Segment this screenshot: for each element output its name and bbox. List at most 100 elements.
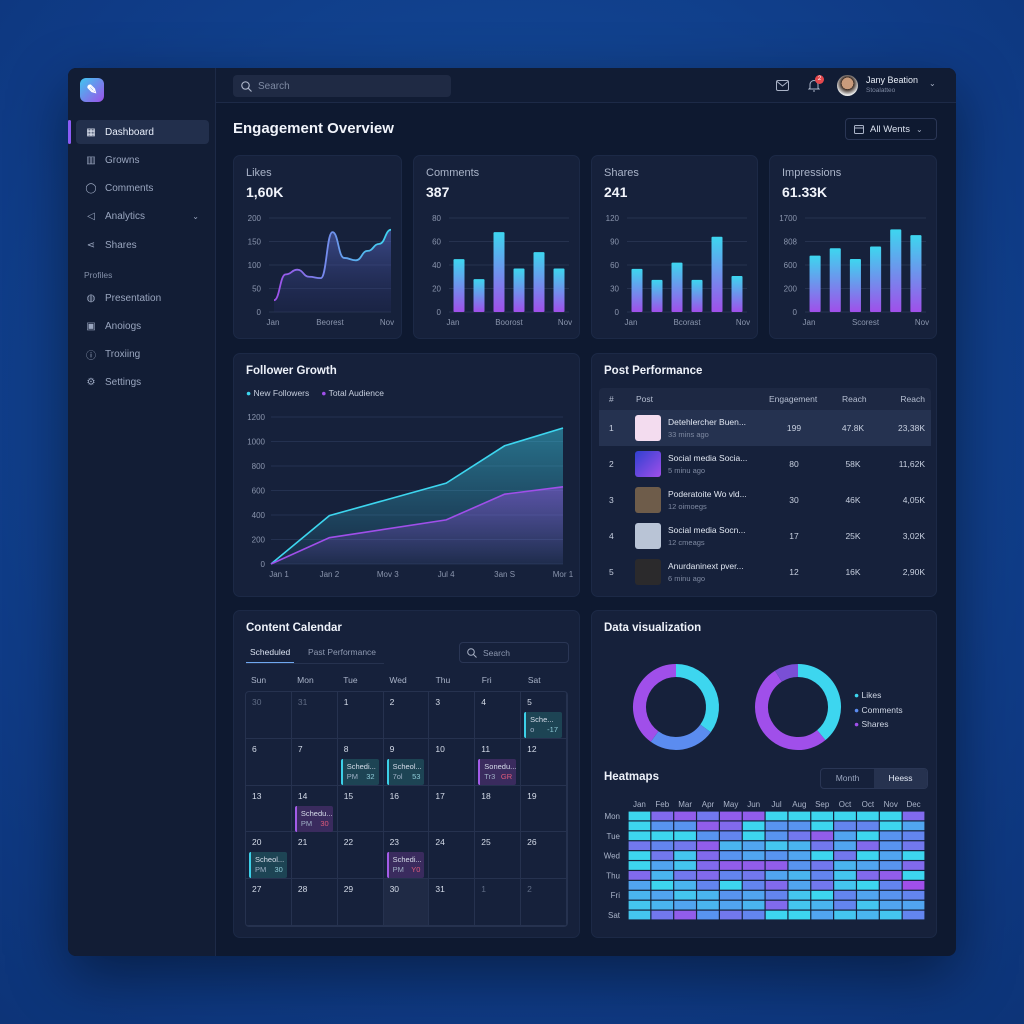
heatmap-cell[interactable] (742, 900, 765, 910)
calendar-day[interactable]: 19 (521, 785, 567, 833)
heatmap-cell[interactable] (628, 821, 651, 831)
heatmap-cell[interactable] (788, 890, 811, 900)
heatmap-cell[interactable] (765, 831, 788, 841)
heatmap-cell[interactable] (788, 831, 811, 841)
heatmap-cell[interactable] (674, 890, 696, 900)
heatmap-cell[interactable] (651, 861, 674, 870)
heatmap-cell[interactable] (674, 811, 696, 821)
bar[interactable] (553, 268, 565, 312)
heatmap-cell[interactable] (674, 900, 696, 910)
calendar-day[interactable]: 15 (337, 785, 384, 833)
heatmap-cell[interactable] (651, 910, 674, 920)
heatmap-cell[interactable] (742, 910, 765, 920)
heatmap-cell[interactable] (674, 831, 696, 841)
bar[interactable] (453, 259, 465, 312)
col-engagement[interactable]: Engagement (769, 394, 818, 404)
post-title[interactable]: Anurdaninext pver... (668, 561, 744, 571)
heatmap-cell[interactable] (902, 861, 925, 870)
heatmap-cell[interactable] (628, 861, 651, 870)
heatmap-cell[interactable] (674, 910, 696, 920)
calendar-day[interactable]: 3 (429, 692, 476, 739)
heatmap-cell[interactable] (834, 851, 856, 860)
heatmap-cell[interactable] (697, 831, 719, 841)
calendar-day[interactable]: 7 (291, 738, 338, 786)
heatmap-cell[interactable] (628, 871, 651, 880)
heatmap-cell[interactable] (719, 821, 742, 831)
heatmap-cell[interactable] (674, 871, 696, 880)
toggle-heess[interactable]: Heess (874, 769, 927, 788)
heatmap-cell[interactable] (765, 861, 788, 870)
heatmap-cell[interactable] (788, 900, 811, 910)
heatmap-cell[interactable] (742, 841, 765, 851)
heatmap-cell[interactable] (834, 861, 856, 870)
calendar-day[interactable]: 14 Schedu... PM 30 (291, 785, 338, 833)
heatmap-cell[interactable] (719, 861, 742, 870)
heatmap-cell[interactable] (697, 880, 719, 890)
heatmap-cell[interactable] (674, 841, 696, 851)
heatmap-cell[interactable] (902, 890, 925, 900)
heatmap-cell[interactable] (651, 871, 674, 880)
scheduled-post[interactable]: Scheol... PM 30 (249, 852, 287, 879)
heatmap-cell[interactable] (628, 831, 651, 841)
bar[interactable] (731, 275, 743, 312)
bar[interactable] (533, 252, 545, 312)
sidebar-item-presentation[interactable]: ◍ Presentation (76, 286, 209, 310)
heatmap-cell[interactable] (697, 841, 719, 851)
heatmap-cell[interactable] (765, 910, 788, 920)
calendar-day[interactable]: 13 (246, 785, 292, 833)
bar[interactable] (631, 268, 643, 312)
heatmap-cell[interactable] (719, 871, 742, 880)
heatmap-cell[interactable] (765, 871, 788, 880)
calendar-day[interactable]: 30 (383, 879, 430, 926)
heatmap-cell[interactable] (857, 900, 879, 910)
heatmap-cell[interactable] (719, 900, 742, 910)
calendar-day[interactable]: 22 (337, 832, 384, 880)
heatmap-cell[interactable] (628, 811, 651, 821)
heatmap-cell[interactable] (811, 910, 834, 920)
calendar-day[interactable]: 17 (429, 785, 476, 833)
bar[interactable] (910, 235, 922, 312)
heatmap-cell[interactable] (811, 890, 834, 900)
calendar-day[interactable]: 31 (291, 692, 338, 739)
calendar-day[interactable]: 18 (475, 785, 522, 833)
heatmap-cell[interactable] (788, 821, 811, 831)
heatmap-cell[interactable] (719, 910, 742, 920)
calendar-day[interactable]: 30 (246, 692, 292, 739)
scheduled-post[interactable]: Schedi... PM 32 (340, 758, 379, 785)
heatmap-cell[interactable] (651, 880, 674, 890)
bar[interactable] (651, 279, 663, 312)
calendar-day[interactable]: 4 (475, 692, 522, 739)
table-row[interactable]: 5 Anurdaninext pver... 6 minu ago 12 16K… (599, 554, 931, 590)
heatmap-cell[interactable] (834, 841, 856, 851)
heatmap-cell[interactable] (697, 890, 719, 900)
heatmap-cell[interactable] (697, 900, 719, 910)
donut-slice[interactable] (774, 664, 799, 682)
heatmap-cell[interactable] (628, 851, 651, 860)
calendar-day[interactable]: 20 Scheol... PM 30 (246, 832, 292, 880)
heatmap-cell[interactable] (651, 811, 674, 821)
bar[interactable] (849, 258, 861, 312)
scheduled-post[interactable]: Sche... o -17 (524, 712, 562, 738)
heatmap-cell[interactable] (788, 861, 811, 870)
heatmap-cell[interactable] (902, 841, 925, 851)
sidebar-item-analytics[interactable]: ◁ Analytics ⌄ (76, 205, 209, 229)
chevron-down-icon[interactable]: ⌄ (929, 79, 936, 88)
heatmap-cell[interactable] (628, 910, 651, 920)
calendar-day[interactable]: 28 (291, 879, 338, 926)
heatmap-cell[interactable] (879, 910, 902, 920)
table-row[interactable]: 2 Social media Socia... 5 minu ago 80 58… (599, 446, 931, 482)
heatmap-cell[interactable] (719, 880, 742, 890)
heatmap-cell[interactable] (857, 871, 879, 880)
heatmap-cell[interactable] (857, 831, 879, 841)
calendar-day[interactable]: 26 (521, 832, 567, 880)
tab-scheduled[interactable]: Scheduled (246, 647, 295, 664)
heatmap-cell[interactable] (697, 811, 719, 821)
heatmap-cell[interactable] (719, 831, 742, 841)
post-title[interactable]: Poderatoite Wo vld... (668, 489, 747, 499)
donut-slice[interactable] (633, 664, 677, 742)
table-row[interactable]: 4 Social media Socn... 12 cmeags 17 25K … (599, 518, 931, 554)
heatmap-cell[interactable] (788, 811, 811, 821)
table-row[interactable]: 3 Poderatoite Wo vld... 12 oimoegs 30 46… (599, 482, 931, 518)
heatmap-cell[interactable] (857, 861, 879, 870)
heatmap-cell[interactable] (857, 841, 879, 851)
